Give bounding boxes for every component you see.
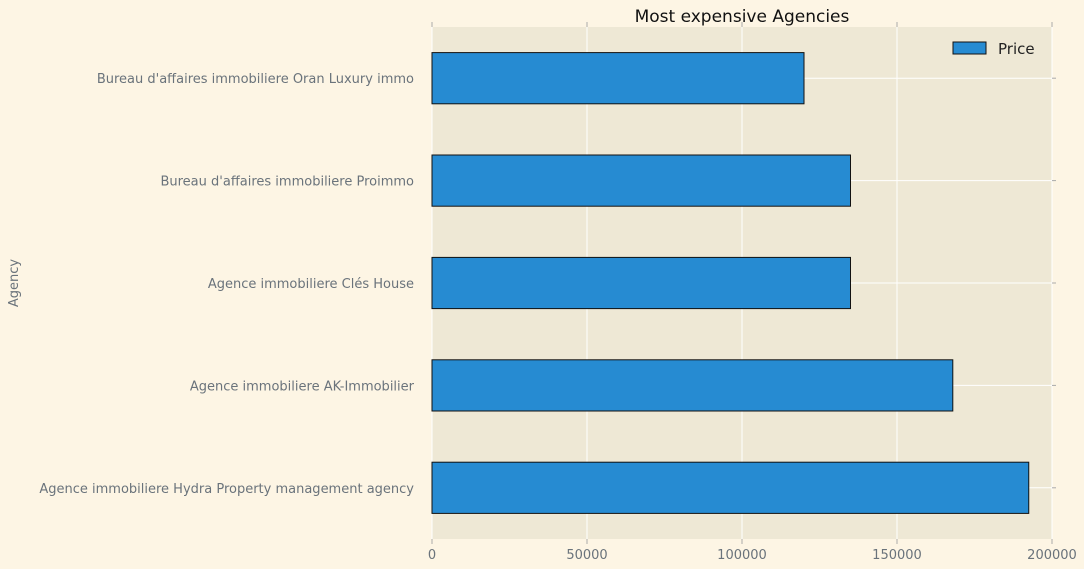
x-tick-label: 100000 (717, 548, 767, 563)
bar (431, 359, 954, 412)
x-tick-label: 150000 (872, 548, 922, 563)
y-axis-label: Agency (7, 259, 22, 308)
y-tick-label: Agence immobiliere Hydra Property manage… (39, 482, 414, 497)
y-tick-label: Bureau d'affaires immobiliere Proimmo (160, 175, 414, 190)
y-tick-label: Bureau d'affaires immobiliere Oran Luxur… (97, 72, 414, 87)
legend-swatch (952, 41, 987, 55)
x-axis: 0 50000 100000 150000 200000 (428, 22, 1077, 563)
legend: Price (952, 40, 1035, 58)
y-tick-label: Agence immobiliere AK-Immobilier (190, 379, 415, 394)
bar (431, 154, 851, 207)
x-tick-label: 50000 (566, 548, 607, 563)
x-tick-label: 200000 (1027, 548, 1077, 563)
bar (431, 256, 851, 310)
bar (431, 461, 1030, 514)
x-tick-label: 0 (428, 548, 436, 563)
bars (431, 52, 1030, 514)
bar (431, 52, 805, 105)
y-axis: Agence immobiliere Hydra Property manage… (39, 72, 1056, 497)
chart-title: Most expensive Agencies (635, 7, 850, 27)
y-tick-label: Agence immobiliere Clés House (208, 277, 414, 292)
legend-label: Price (998, 40, 1035, 58)
